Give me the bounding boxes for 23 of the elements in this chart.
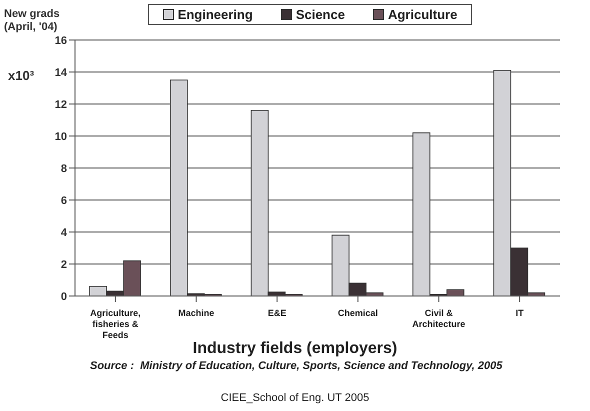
x-tick-label: IT — [516, 308, 524, 318]
legend-label: Engineering — [176, 7, 253, 22]
text: CIEE_School of Eng. UT 2005 — [220, 392, 370, 404]
y-tick-label: 14 — [54, 66, 68, 79]
x-tick-label: E&E — [268, 308, 286, 318]
y-tick-label: 16 — [54, 34, 67, 47]
y-tick-label: 4 — [60, 226, 68, 239]
source-note: Source : Ministry of Education, Culture, Sports, Science and Technology, 2005 — [90, 360, 502, 372]
y-tick-label: 8 — [60, 162, 67, 175]
x-tick-label: Machine — [178, 308, 214, 318]
y-axis-title: New grads (April, '04) — [4, 8, 61, 34]
y-tick-label: 2 — [60, 258, 67, 271]
legend-label: Agriculture — [386, 7, 458, 22]
text: x10³ — [8, 68, 34, 83]
y-tick-label: 0 — [60, 290, 67, 303]
x-tick-label: Agriculture, fisheries & Feeds — [90, 308, 141, 340]
x-tick-label: Chemical — [338, 308, 378, 318]
x-tick-label: Civil & Architecture — [412, 308, 466, 329]
y-tick-label: 12 — [54, 98, 67, 111]
x-axis-title: Industry fields (employers) — [192, 340, 398, 358]
legend-label: Science — [294, 7, 345, 22]
y-tick-label: 10 — [54, 130, 67, 143]
y-tick-label: 6 — [60, 194, 67, 207]
